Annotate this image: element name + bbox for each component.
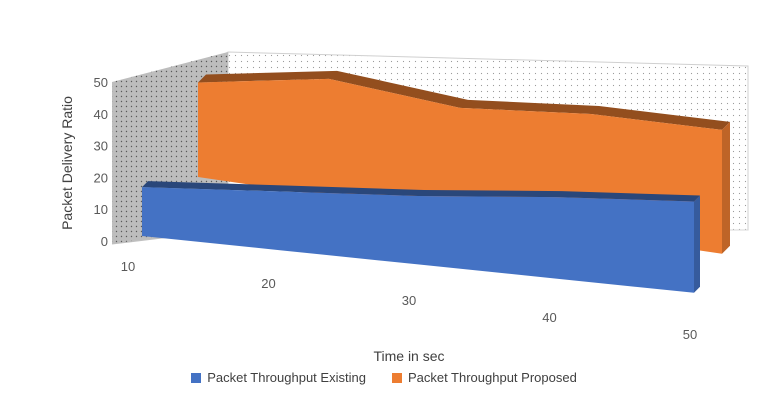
y-tick-label: 20	[94, 170, 108, 185]
x-tick-label: 30	[402, 293, 416, 308]
legend-swatch	[391, 372, 402, 383]
x-axis-title: Time in sec	[373, 348, 444, 364]
x-tick-label: 10	[121, 259, 135, 274]
legend-item: Packet Throughput Proposed	[391, 370, 577, 385]
series-top-face	[198, 70, 730, 130]
legend-label: Packet Throughput Proposed	[407, 370, 577, 385]
series-area-0	[141, 181, 700, 293]
y-tick-label: 10	[94, 202, 108, 217]
y-tick-label: 40	[94, 107, 108, 122]
y-axis-title: Packet Delivery Ratio	[59, 96, 75, 230]
series-front-face	[142, 187, 694, 293]
y-tick-label: 0	[101, 234, 108, 249]
series-end-face	[722, 121, 730, 254]
series-top-face	[142, 181, 700, 202]
x-tick-label: 40	[542, 310, 556, 325]
legend-item: Packet Throughput Existing	[191, 370, 366, 385]
y-tick-label: 30	[94, 139, 108, 154]
series-end-face	[694, 195, 700, 293]
legend: Packet Throughput Existing Packet Through…	[0, 370, 768, 385]
legend-swatch	[191, 372, 202, 383]
legend-label: Packet Throughput Existing	[207, 370, 366, 385]
x-tick-label: 20	[261, 276, 275, 291]
y-tick-label: 50	[94, 75, 108, 90]
x-tick-label: 50	[683, 327, 697, 342]
